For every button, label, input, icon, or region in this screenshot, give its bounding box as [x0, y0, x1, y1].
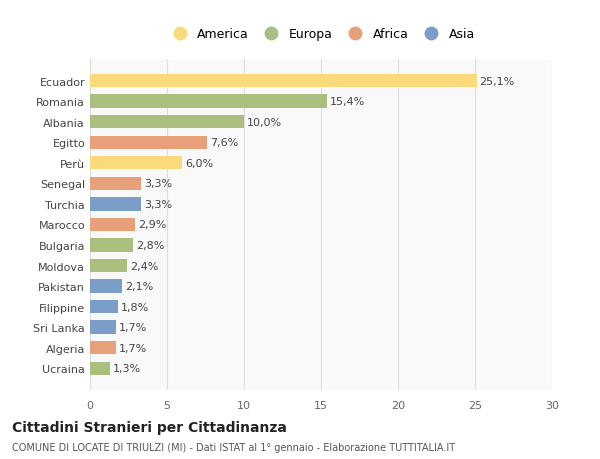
Legend: America, Europa, Africa, Asia: America, Europa, Africa, Asia [162, 23, 480, 46]
Bar [90, 259, 127, 273]
Bar [90, 116, 244, 129]
Bar [90, 75, 476, 88]
Text: 3,3%: 3,3% [144, 179, 172, 189]
Bar [90, 362, 110, 375]
Text: 2,8%: 2,8% [136, 241, 164, 251]
Bar [90, 280, 122, 293]
Bar [90, 341, 116, 355]
Text: 3,3%: 3,3% [144, 199, 172, 209]
Bar [90, 198, 141, 211]
Bar [90, 157, 182, 170]
Text: 7,6%: 7,6% [210, 138, 238, 148]
Text: COMUNE DI LOCATE DI TRIULZI (MI) - Dati ISTAT al 1° gennaio - Elaborazione TUTTI: COMUNE DI LOCATE DI TRIULZI (MI) - Dati … [12, 442, 455, 452]
Bar [90, 239, 133, 252]
Text: 1,8%: 1,8% [121, 302, 149, 312]
Bar [90, 95, 327, 108]
Text: 1,7%: 1,7% [119, 323, 148, 332]
Bar [90, 321, 116, 334]
Bar [90, 218, 134, 232]
Text: 25,1%: 25,1% [479, 76, 515, 86]
Text: 1,3%: 1,3% [113, 364, 141, 374]
Bar [90, 177, 141, 190]
Bar [90, 136, 207, 150]
Bar [90, 300, 118, 313]
Text: 10,0%: 10,0% [247, 118, 282, 127]
Text: 1,7%: 1,7% [119, 343, 148, 353]
Text: 2,9%: 2,9% [138, 220, 166, 230]
Text: 2,4%: 2,4% [130, 261, 158, 271]
Text: Cittadini Stranieri per Cittadinanza: Cittadini Stranieri per Cittadinanza [12, 420, 287, 435]
Text: 15,4%: 15,4% [330, 97, 365, 107]
Text: 6,0%: 6,0% [185, 158, 214, 168]
Text: 2,1%: 2,1% [125, 281, 154, 291]
